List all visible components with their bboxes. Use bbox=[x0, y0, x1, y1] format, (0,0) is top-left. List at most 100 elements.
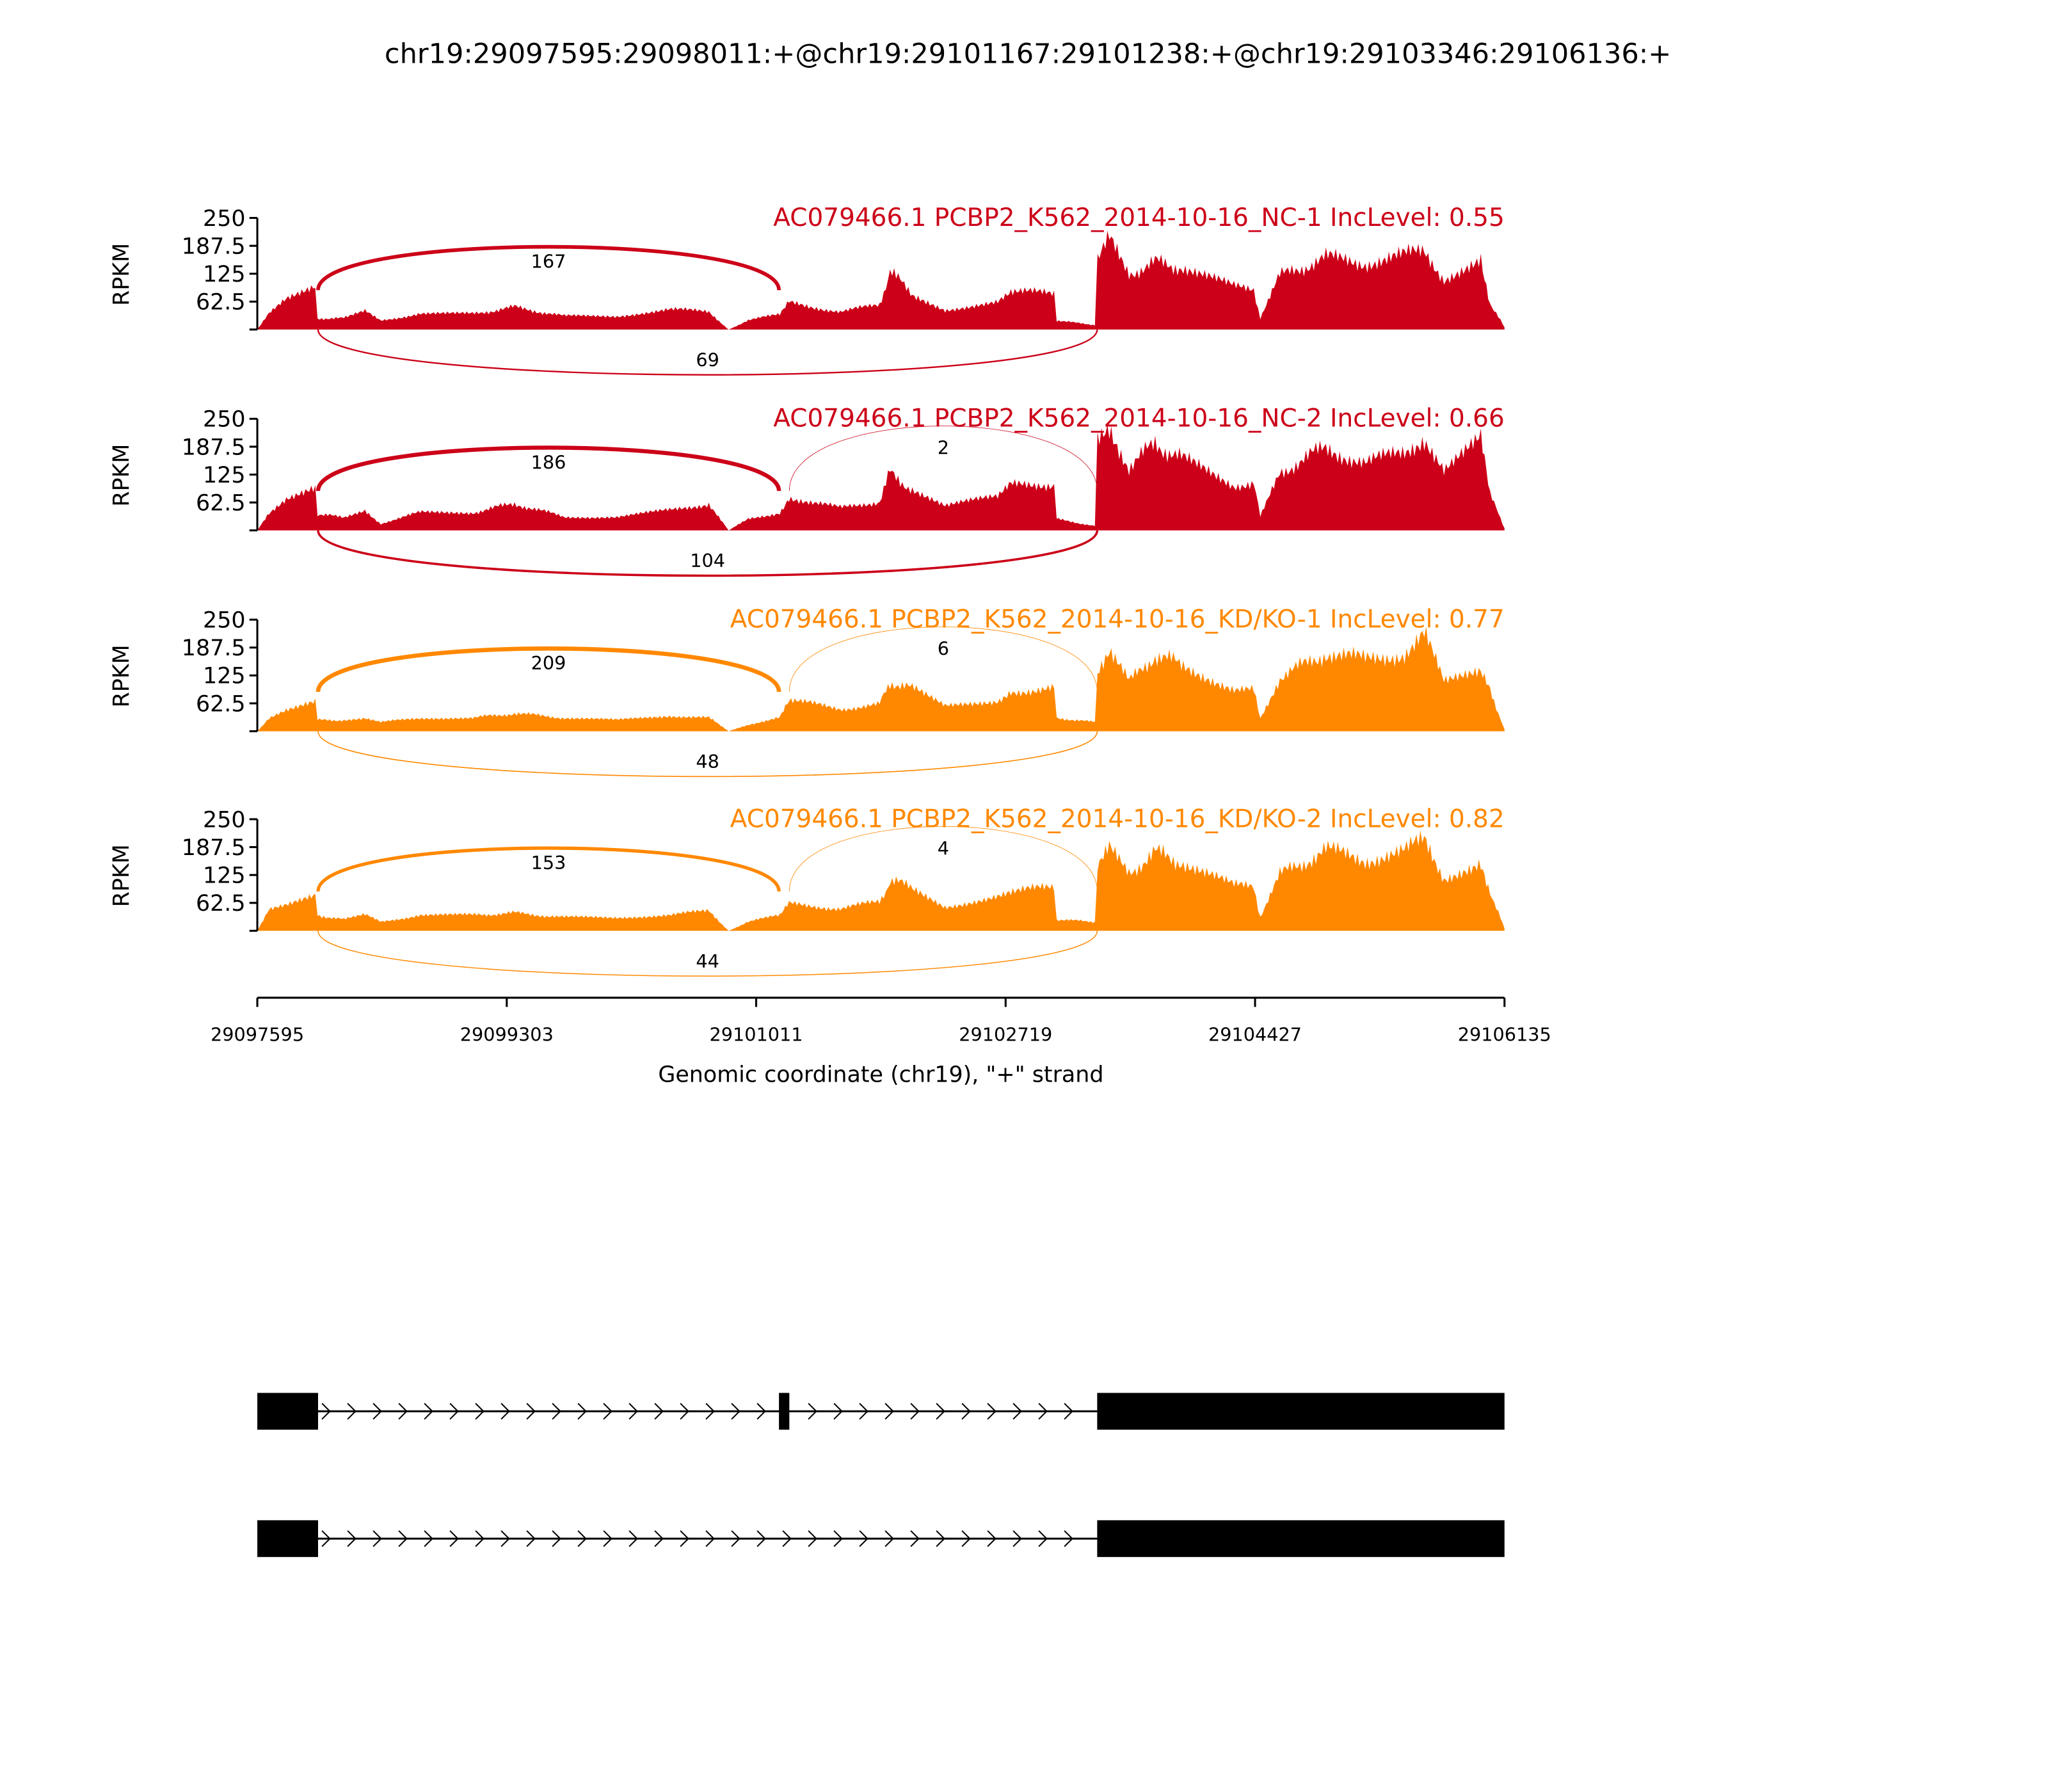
junction-count-label: 4 bbox=[938, 837, 949, 859]
junction-arc bbox=[316, 244, 781, 291]
y-tick-label: 125 bbox=[203, 262, 246, 287]
strand-arrow-icon bbox=[449, 1403, 459, 1420]
strand-arrow-icon bbox=[654, 1403, 664, 1420]
exon-block bbox=[1097, 1393, 1505, 1430]
y-axis-label: RPKM bbox=[109, 644, 134, 707]
strand-arrow-icon bbox=[680, 1403, 689, 1420]
junction-label-bg bbox=[689, 749, 726, 774]
junction-arc bbox=[316, 445, 781, 492]
junction-count-label: 153 bbox=[531, 852, 566, 874]
strand-arrow-icon bbox=[1012, 1530, 1022, 1548]
strand-arrow-icon bbox=[475, 1403, 484, 1420]
strand-arrow-icon bbox=[884, 1403, 894, 1420]
exon-block bbox=[257, 1393, 318, 1430]
strand-arrow-icon bbox=[552, 1530, 561, 1548]
x-tick-label: 29101011 bbox=[709, 1024, 803, 1046]
y-axis-label: RPKM bbox=[109, 844, 134, 907]
junction-label-bg bbox=[524, 851, 573, 875]
x-axis: 29097595 29099303 29101011 29102719 29104427… bbox=[211, 996, 1551, 1046]
sample-title: AC079466.1 PCBP2_K562_2014-10-16_NC-1 In… bbox=[773, 204, 1504, 232]
strand-arrow-icon bbox=[1064, 1530, 1073, 1548]
transcript-model bbox=[257, 1520, 1505, 1557]
x-tick-label: 29099303 bbox=[460, 1024, 554, 1046]
strand-arrow-icon bbox=[628, 1530, 638, 1548]
y-axis-label: RPKM bbox=[109, 444, 134, 506]
y-tick-label: 187.5 bbox=[182, 835, 246, 861]
strand-arrow-icon bbox=[500, 1403, 510, 1420]
junction-label-bg bbox=[524, 450, 573, 474]
y-tick-label: 62.5 bbox=[196, 290, 246, 316]
junction-arc bbox=[788, 426, 1098, 492]
junction-label-bg bbox=[931, 636, 956, 660]
strand-arrow-icon bbox=[424, 1530, 433, 1548]
junction-label-bg bbox=[931, 836, 956, 860]
sample-title: AC079466.1 PCBP2_K562_2014-10-16_NC-2 In… bbox=[773, 404, 1504, 433]
junction-count-label: 209 bbox=[531, 652, 566, 674]
y-tick-label: 62.5 bbox=[196, 490, 246, 516]
strand-arrow-icon bbox=[526, 1530, 536, 1548]
junction-label-bg bbox=[683, 548, 732, 573]
y-tick-label: 62.5 bbox=[196, 891, 246, 916]
x-axis-label: Genomic coordinate (chr19), "+" strand bbox=[658, 1062, 1103, 1087]
strand-arrow-icon bbox=[833, 1530, 843, 1548]
strand-arrow-icon bbox=[449, 1530, 459, 1548]
strand-arrow-icon bbox=[398, 1530, 408, 1548]
strand-arrow-icon bbox=[987, 1530, 996, 1548]
coverage-area bbox=[257, 424, 1505, 531]
strand-arrow-icon bbox=[347, 1530, 356, 1548]
junction-count-label: 2 bbox=[938, 437, 949, 459]
junction-arc bbox=[788, 627, 1098, 692]
y-tick-label: 62.5 bbox=[196, 691, 246, 717]
y-tick-label: 250 bbox=[203, 206, 246, 232]
y-tick-label: 125 bbox=[203, 664, 246, 689]
y-tick-label: 187.5 bbox=[182, 234, 246, 259]
junction-count-label: 167 bbox=[531, 250, 566, 272]
x-tick-label: 29106135 bbox=[1458, 1024, 1551, 1046]
strand-arrow-icon bbox=[987, 1403, 996, 1420]
gene-model-track bbox=[257, 1393, 1505, 1557]
y-tick-label: 125 bbox=[203, 863, 246, 888]
junction-label-bg bbox=[524, 249, 573, 273]
strand-arrow-icon bbox=[628, 1403, 638, 1420]
strand-arrow-icon bbox=[731, 1403, 740, 1420]
strand-arrow-icon bbox=[884, 1530, 894, 1548]
strand-arrow-icon bbox=[1038, 1403, 1048, 1420]
junction-arc bbox=[788, 826, 1098, 892]
strand-arrow-icon bbox=[808, 1530, 817, 1548]
y-tick-label: 250 bbox=[203, 608, 246, 634]
x-tick-label: 29104427 bbox=[1208, 1024, 1302, 1046]
strand-arrow-icon bbox=[910, 1530, 920, 1548]
strand-arrow-icon bbox=[603, 1403, 612, 1420]
strand-arrow-icon bbox=[833, 1403, 843, 1420]
strand-arrow-icon bbox=[398, 1403, 408, 1420]
junction-label-bg bbox=[931, 436, 956, 460]
exon-block bbox=[257, 1520, 318, 1557]
junction-count-label: 69 bbox=[696, 349, 719, 371]
coverage-area bbox=[257, 230, 1505, 330]
strand-arrow-icon bbox=[961, 1530, 971, 1548]
strand-arrow-icon bbox=[756, 1530, 766, 1548]
junction-count-label: 44 bbox=[696, 950, 719, 972]
strand-arrow-icon bbox=[961, 1403, 971, 1420]
junction-arc bbox=[317, 530, 1099, 577]
strand-arrow-icon bbox=[372, 1530, 382, 1548]
junction-count-label: 48 bbox=[696, 751, 719, 772]
strand-arrow-icon bbox=[321, 1403, 331, 1420]
junction-label-bg bbox=[689, 949, 726, 973]
junction-arc bbox=[317, 931, 1098, 977]
sample-title: AC079466.1 PCBP2_K562_2014-10-16_KD/KO-1… bbox=[730, 605, 1505, 634]
junction-arc bbox=[316, 646, 781, 692]
strand-arrow-icon bbox=[936, 1403, 945, 1420]
junction-count-label: 6 bbox=[938, 638, 949, 660]
strand-arrow-icon bbox=[603, 1530, 612, 1548]
strand-arrow-icon bbox=[577, 1403, 587, 1420]
junction-count-label: 186 bbox=[531, 451, 566, 473]
coverage-area bbox=[257, 830, 1505, 931]
strand-arrow-icon bbox=[859, 1530, 868, 1548]
exon-block bbox=[779, 1393, 790, 1430]
